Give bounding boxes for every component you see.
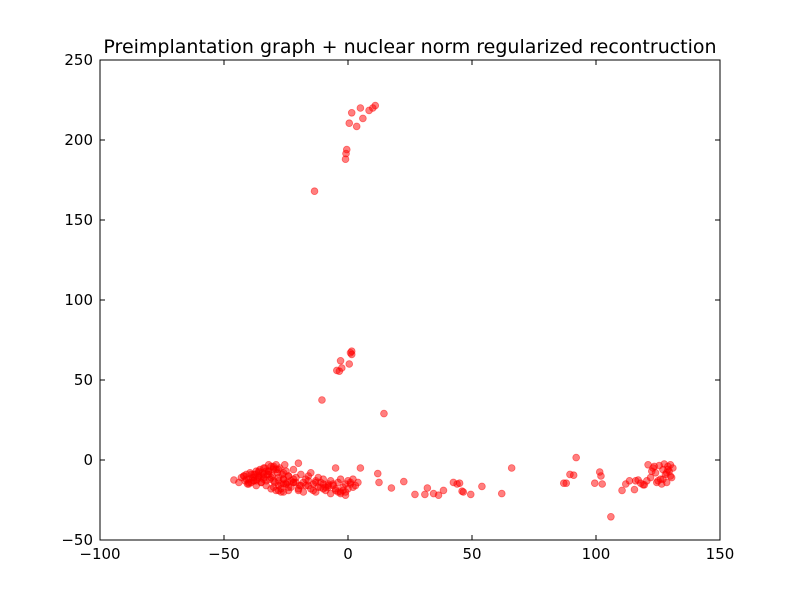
data-point bbox=[336, 356, 345, 365]
data-point bbox=[277, 488, 285, 496]
data-point bbox=[664, 465, 672, 474]
x-tick-label: 50 bbox=[462, 545, 481, 563]
data-point bbox=[387, 484, 396, 492]
y-tick-label: 150 bbox=[64, 211, 93, 229]
data-point bbox=[318, 396, 326, 404]
data-point bbox=[297, 470, 305, 479]
data-point bbox=[439, 486, 448, 495]
data-point bbox=[282, 480, 290, 488]
data-point bbox=[569, 471, 578, 480]
data-point bbox=[598, 480, 606, 488]
data-point bbox=[507, 464, 516, 472]
data-point bbox=[345, 360, 354, 368]
data-point bbox=[497, 489, 506, 498]
data-point bbox=[252, 481, 261, 490]
data-point bbox=[625, 476, 634, 485]
data-point bbox=[359, 114, 367, 123]
x-tick-label: 100 bbox=[582, 545, 611, 563]
data-point bbox=[280, 460, 289, 469]
data-point bbox=[356, 104, 365, 112]
data-point bbox=[411, 490, 419, 499]
data-point bbox=[373, 469, 382, 478]
data-point bbox=[666, 472, 675, 480]
data-point bbox=[333, 366, 341, 375]
data-point bbox=[459, 488, 468, 496]
data-point bbox=[331, 464, 340, 472]
x-tick-label: −100 bbox=[79, 545, 120, 563]
points-layer bbox=[230, 101, 677, 521]
data-point bbox=[572, 453, 580, 462]
data-point bbox=[371, 101, 380, 110]
data-point bbox=[630, 485, 639, 494]
data-point bbox=[597, 472, 605, 480]
data-point bbox=[336, 475, 345, 484]
data-point bbox=[375, 478, 383, 487]
data-point bbox=[455, 479, 464, 488]
data-point bbox=[423, 484, 432, 492]
data-point bbox=[356, 464, 365, 472]
data-point bbox=[562, 479, 571, 488]
data-point bbox=[341, 155, 350, 164]
data-point bbox=[478, 482, 486, 491]
data-point bbox=[618, 486, 626, 495]
data-point bbox=[380, 409, 388, 418]
data-point bbox=[306, 468, 315, 477]
data-point bbox=[346, 348, 355, 357]
x-tick-label: 0 bbox=[343, 545, 353, 563]
data-point bbox=[304, 476, 313, 485]
y-tick-label: 50 bbox=[74, 371, 93, 389]
data-point bbox=[607, 512, 615, 521]
data-point bbox=[297, 481, 305, 490]
data-point bbox=[659, 475, 667, 484]
data-point bbox=[352, 122, 361, 131]
data-point bbox=[310, 187, 319, 196]
y-tick-label: 100 bbox=[64, 291, 93, 309]
data-point bbox=[650, 462, 659, 471]
x-tick-label: −50 bbox=[208, 545, 240, 563]
y-tick-label: −50 bbox=[61, 531, 93, 549]
y-tick-label: 0 bbox=[83, 451, 93, 469]
data-point bbox=[347, 109, 356, 117]
data-point bbox=[590, 479, 599, 488]
data-point bbox=[311, 488, 320, 496]
data-point bbox=[466, 490, 475, 499]
data-point bbox=[354, 478, 362, 487]
data-point bbox=[341, 488, 350, 496]
chart-title: Preimplantation graph + nuclear norm reg… bbox=[103, 36, 716, 58]
x-tick-label: 150 bbox=[706, 545, 735, 563]
y-tick-label: 250 bbox=[64, 51, 93, 69]
data-point bbox=[434, 491, 443, 500]
data-point bbox=[324, 483, 332, 492]
data-point bbox=[346, 480, 355, 488]
data-point bbox=[294, 459, 303, 468]
data-point bbox=[399, 477, 408, 486]
y-tick-label: 200 bbox=[64, 131, 93, 149]
data-point bbox=[643, 476, 651, 485]
data-point bbox=[345, 119, 354, 127]
data-point bbox=[289, 465, 298, 474]
data-point bbox=[311, 478, 320, 487]
data-point bbox=[421, 490, 429, 499]
